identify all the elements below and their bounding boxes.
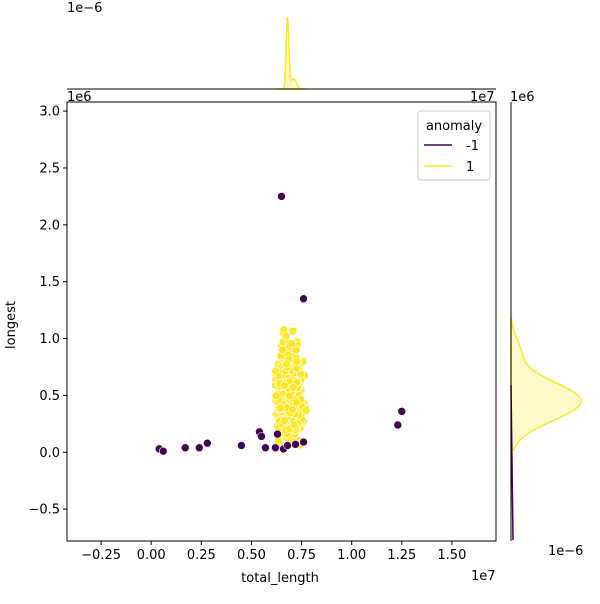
- normal-point: [278, 345, 287, 355]
- y-axis-offset-label: 1e6: [67, 90, 92, 105]
- anomaly-point: [299, 437, 308, 447]
- x-tick-label: 1.50: [437, 548, 466, 563]
- y-tick-label: 2.5: [39, 161, 60, 176]
- x-tick-label: 0.50: [237, 548, 266, 563]
- normal-point: [280, 381, 289, 390]
- normal-point: [296, 369, 306, 379]
- anomaly-point: [203, 438, 212, 448]
- anomaly-point: [273, 429, 282, 439]
- y-tick-label: 0.5: [39, 389, 60, 404]
- anomaly-point: [257, 432, 266, 441]
- anomaly-point: [271, 443, 280, 453]
- x-tick-label: 1.00: [337, 548, 366, 563]
- legend-title: anomaly: [426, 119, 482, 134]
- normal-point: [287, 339, 296, 348]
- normal-point: [280, 416, 289, 425]
- anomaly-point: [393, 420, 403, 430]
- y-tick-label: 1.0: [39, 332, 60, 347]
- main-axes: −0.25 0.00 0.25 0.50 0.75 1.00 1.25 1.50 −0.5 0.…: [4, 90, 497, 586]
- anomaly-points: [154, 192, 407, 456]
- legend: anomaly -1 1: [417, 110, 491, 181]
- anomaly-point: [283, 441, 292, 450]
- x-tick-label: 0.25: [187, 548, 216, 563]
- x-axis-label: total_length: [241, 571, 319, 586]
- normal-point: [288, 405, 297, 414]
- y-tick-label: 3.0: [39, 105, 60, 120]
- normal-point: [292, 357, 302, 366]
- plot-frame: [66, 101, 497, 542]
- normal-points: [271, 325, 311, 450]
- anomaly-point: [158, 446, 168, 456]
- anomaly-point: [195, 443, 204, 453]
- y-axis-label: longest: [4, 301, 19, 349]
- legend-label-normal: 1: [466, 160, 474, 175]
- normal-point: [282, 359, 291, 369]
- y-axis-ticks: −0.5 0.0 0.5 1.0 1.5 2.0 2.5 3.0: [28, 105, 67, 518]
- x-axis-ticks: −0.25 0.00 0.25 0.50 0.75 1.00 1.25 1.50: [81, 541, 466, 563]
- anomaly-point: [180, 443, 190, 453]
- legend-box: [417, 110, 491, 181]
- normal-point: [288, 326, 298, 336]
- normal-point: [281, 331, 291, 341]
- y-tick-label: 0.0: [39, 446, 60, 461]
- right-marginal-axes: 1e6 1e−6: [510, 90, 583, 559]
- anomaly-point: [277, 192, 286, 201]
- anomaly-point: [237, 441, 246, 450]
- top-marginal-offset-label: 1e−6: [67, 1, 102, 16]
- normal-point: [301, 406, 311, 415]
- x-tick-label: 0.00: [137, 548, 166, 563]
- anomaly-point: [291, 440, 300, 449]
- x-tick-label: 1.25: [387, 548, 416, 563]
- x-tick-label: −0.25: [81, 548, 121, 563]
- normal-point: [285, 391, 294, 401]
- y-tick-label: 2.0: [39, 218, 60, 233]
- normal-point: [288, 383, 298, 392]
- normal-point: [271, 391, 281, 401]
- top-marginal-kde-curve: [275, 16, 308, 90]
- normal-point: [291, 345, 301, 355]
- y-tick-label: −0.5: [28, 503, 60, 518]
- legend-label-anomaly: -1: [466, 139, 479, 154]
- top-marginal-axes: 1e−6: [67, 1, 496, 90]
- anomaly-point: [397, 407, 407, 416]
- normal-point: [276, 403, 285, 413]
- normal-point: [292, 398, 301, 407]
- x-tick-label: 0.75: [287, 548, 316, 563]
- y-tick-label: 1.5: [39, 275, 60, 290]
- right-marginal-kde-curve: [510, 317, 582, 451]
- normal-point: [289, 420, 299, 429]
- right-marginal-x-offset-label: 1e−6: [548, 544, 583, 559]
- right-marginal-offset-label: 1e6: [510, 90, 535, 105]
- top-marginal-x-offset-label: 1e7: [470, 90, 495, 105]
- x-axis-offset-label: 1e7: [471, 569, 496, 584]
- anomaly-point: [261, 443, 270, 453]
- anomaly-point: [299, 294, 308, 304]
